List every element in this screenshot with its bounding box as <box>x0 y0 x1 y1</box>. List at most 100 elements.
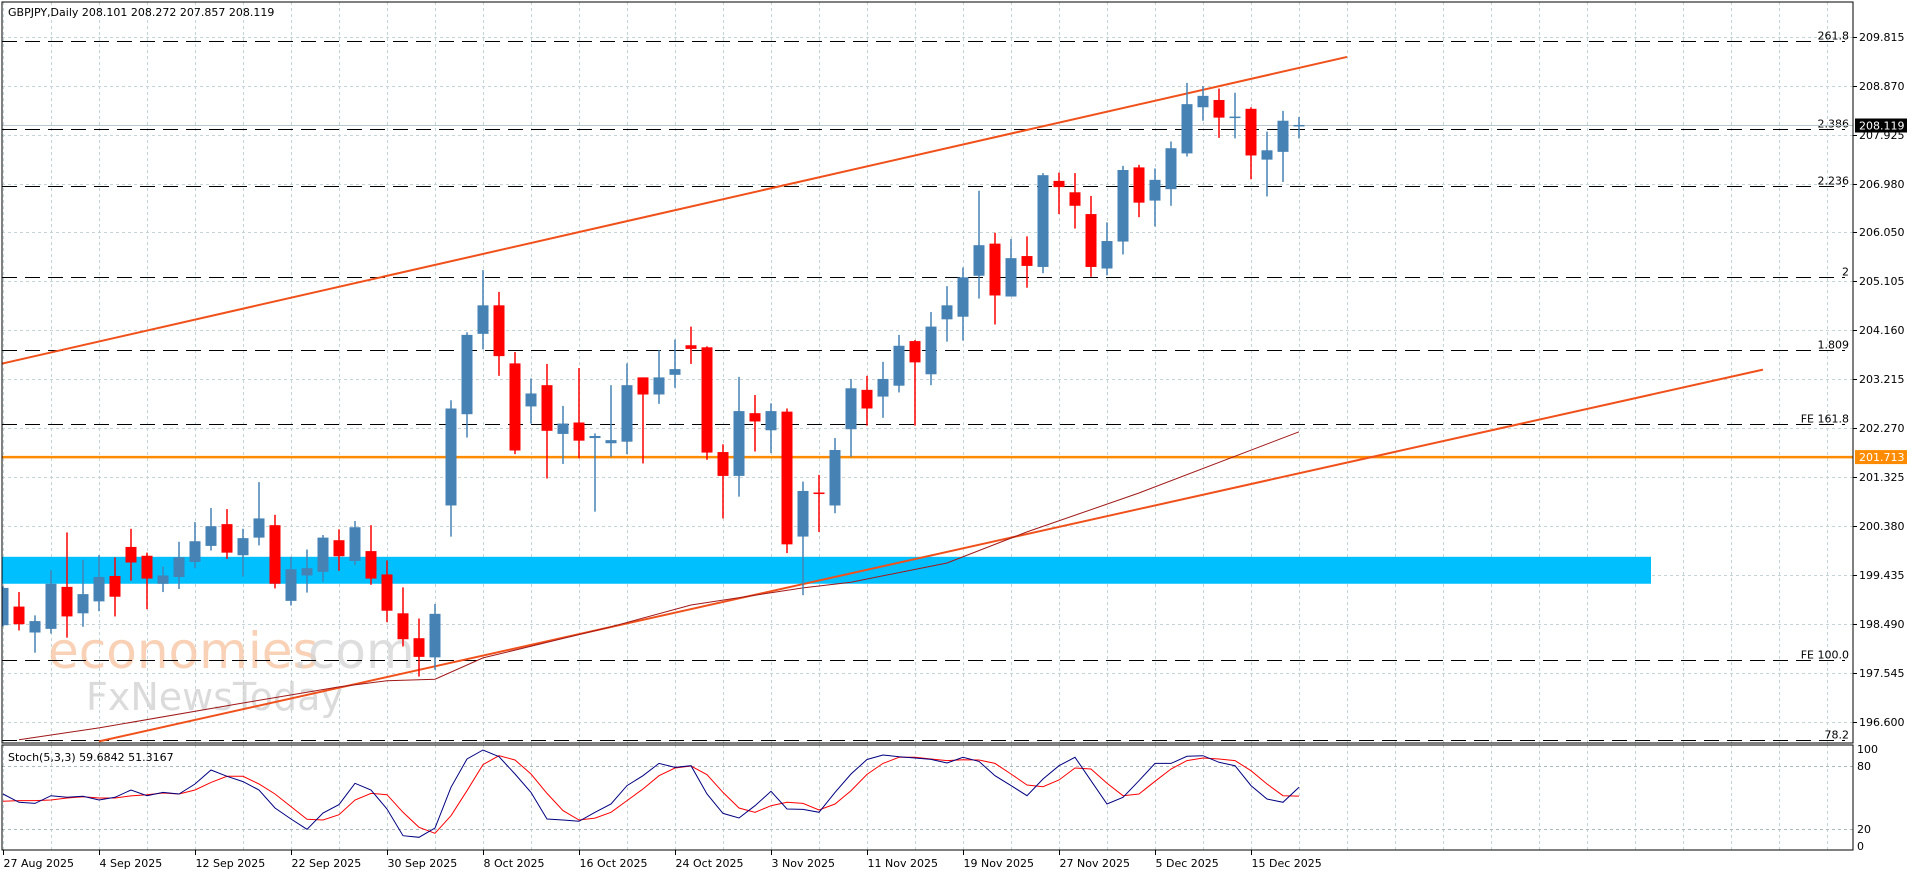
candles <box>2 82 1305 677</box>
candle-body <box>1117 169 1129 242</box>
fibonacci-levels: 261.8 2.386 2.236 2 1.809 FE 161.8 FE 100.0 78.… <box>2 30 1849 742</box>
candle-body <box>349 527 361 561</box>
candle-body <box>621 385 633 442</box>
bearish-candle <box>637 377 649 464</box>
candle-body <box>157 575 169 584</box>
candle-body <box>333 540 345 557</box>
price-axis-label: 201.325 <box>1859 471 1905 484</box>
bearish-candle <box>1021 236 1033 288</box>
stoch-main-line <box>2 749 1300 838</box>
candle-body <box>1245 108 1257 156</box>
bullish-candle <box>2 586 9 627</box>
watermark-brand: economies <box>48 622 319 680</box>
fib-level-label: FE 161.8 <box>1801 413 1849 426</box>
bullish-candle <box>605 385 617 457</box>
price-axis-label: 206.050 <box>1859 226 1905 239</box>
candle-body <box>957 277 969 317</box>
candle-body <box>1181 104 1193 154</box>
candle-body <box>173 557 185 578</box>
time-axis-label: 15 Dec 2025 <box>1252 857 1322 870</box>
candle-body <box>973 245 985 276</box>
candle-body <box>749 413 761 422</box>
candle-body <box>797 490 809 537</box>
bullish-candle <box>973 190 985 299</box>
watermark-brand-suffix: .com <box>292 622 415 680</box>
main-pane-frame <box>1 1 1854 744</box>
bullish-candle <box>941 286 953 342</box>
bearish-candle <box>109 557 121 617</box>
fib-level-label: 261.8 <box>1818 30 1850 43</box>
stoch-axis-label: 0 <box>1857 840 1864 853</box>
bearish-candle <box>813 474 825 532</box>
bid-price-tag-label: 208.119 <box>1859 120 1905 133</box>
price-axis: 209.815208.870207.925206.980206.050205.1… <box>1853 31 1907 853</box>
candle-body <box>541 385 553 431</box>
bearish-candle <box>685 326 697 364</box>
candle-body <box>429 613 441 658</box>
price-axis-label: 197.545 <box>1859 667 1905 680</box>
bearish-candle <box>397 587 409 647</box>
stochastic-lines <box>2 749 1300 838</box>
bullish-candle <box>29 615 41 653</box>
bullish-candle <box>477 270 489 350</box>
candle-body <box>1101 241 1113 269</box>
bullish-candle <box>653 349 665 404</box>
bearish-candle <box>1069 173 1081 229</box>
candle-body <box>941 305 953 320</box>
bearish-candle <box>493 291 505 376</box>
candle-body <box>477 305 489 334</box>
bearish-candle <box>541 363 553 479</box>
candle-body <box>445 408 457 506</box>
candle-body <box>1069 192 1081 206</box>
bearish-candle <box>701 346 713 460</box>
bearish-candle <box>365 525 377 585</box>
candle-body <box>861 389 873 409</box>
stoch-axis-label: 20 <box>1857 823 1871 836</box>
bullish-candle <box>1277 110 1289 182</box>
stoch-pane-frame <box>1 744 1854 851</box>
bearish-candle <box>909 340 921 426</box>
candle-body <box>893 345 905 386</box>
candle-body <box>1261 150 1273 160</box>
candle-body <box>653 377 665 395</box>
bearish-candle <box>573 368 585 459</box>
candle-body <box>1229 116 1241 119</box>
candle-body <box>717 452 729 476</box>
time-axis-label: 27 Aug 2025 <box>4 857 74 870</box>
candle-body <box>525 393 537 407</box>
bearish-candle <box>61 532 73 638</box>
candle-body <box>1005 258 1017 297</box>
candle-body <box>685 345 697 349</box>
chart-header: GBPJPY,Daily 208.101 208.272 207.857 208… <box>8 6 274 19</box>
bearish-candle <box>141 552 153 610</box>
price-axis-label: 199.435 <box>1859 569 1905 582</box>
bid-price-tag <box>1855 118 1907 133</box>
bullish-candle <box>829 438 841 514</box>
candle-body <box>557 423 569 434</box>
candle-body <box>637 377 649 395</box>
bullish-candle <box>349 521 361 566</box>
stoch-axis-label: 80 <box>1857 760 1871 773</box>
bullish-candle <box>285 556 297 606</box>
price-axis-label: 196.600 <box>1859 716 1905 729</box>
candle-body <box>77 594 89 614</box>
candle-body <box>1037 175 1049 267</box>
bullish-candle <box>557 405 569 464</box>
time-axis-label: 4 Sep 2025 <box>100 857 163 870</box>
candle-body <box>1021 256 1033 266</box>
bullish-candle <box>925 312 937 386</box>
bullish-candle <box>1165 141 1177 206</box>
bullish-candle <box>429 603 441 670</box>
candle-body <box>493 305 505 357</box>
time-axis-label: 3 Nov 2025 <box>772 857 835 870</box>
bullish-candle <box>237 528 249 577</box>
bullish-candle <box>1005 238 1017 297</box>
bearish-candle <box>781 408 793 554</box>
candle-body <box>109 575 121 597</box>
bearish-candle <box>749 395 761 452</box>
time-axis-label: 16 Oct 2025 <box>580 857 648 870</box>
bearish-candle <box>861 375 873 426</box>
time-axis-label: 12 Sep 2025 <box>196 857 266 870</box>
stoch-axis-label: 100 <box>1857 743 1878 756</box>
